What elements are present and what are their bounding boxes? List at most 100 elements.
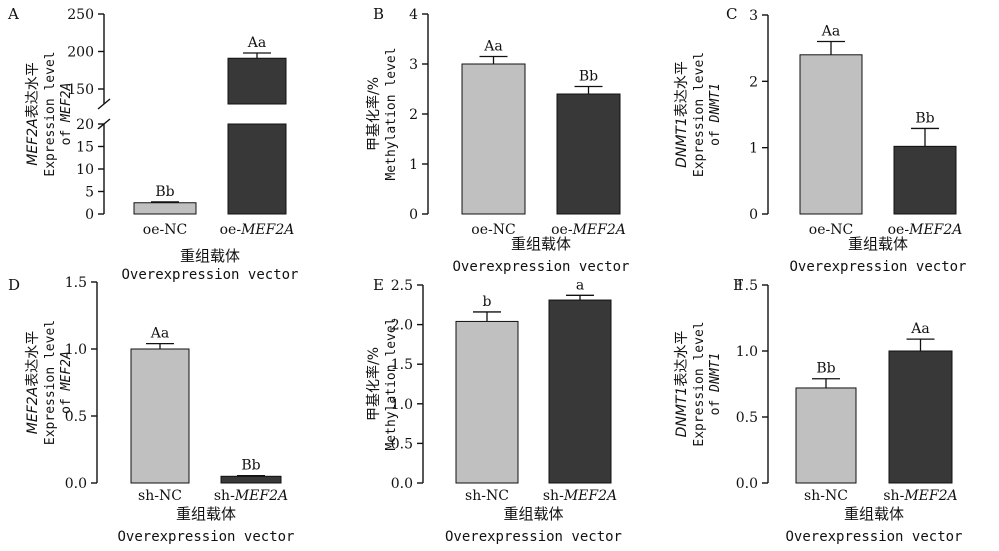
significance-label-1: Bb — [155, 184, 174, 200]
y-axis-label-of-text: of — [708, 122, 723, 145]
bar-1 — [799, 54, 863, 215]
x-tick-prefix: oe- — [551, 222, 573, 238]
significance-label-2: a — [576, 277, 584, 293]
x-axis-label-en: Overexpression vector — [445, 529, 622, 545]
y-axis-label-cn-text: 表达水平 — [674, 331, 690, 387]
x-tick-name: MEF2A — [563, 488, 617, 504]
x-tick-prefix: sh- — [883, 488, 904, 504]
x-tick-name: NC — [830, 222, 853, 238]
y-tick-label: 2.0 — [391, 318, 413, 334]
y-tick-label: 1.0 — [736, 344, 758, 360]
x-axis-label-en: Overexpression vector — [452, 259, 629, 275]
panel-letter: C — [726, 5, 737, 23]
x-axis-label-cn: 重组载体 — [503, 505, 563, 523]
x-tick-name: MEF2A — [908, 222, 962, 238]
y-tick-label: 0 — [409, 207, 418, 223]
panel-letter: A — [7, 5, 19, 23]
bar-1 — [133, 202, 197, 215]
y-axis-label-gene-italic: MEF2A — [59, 83, 74, 123]
x-tick-name: NC — [486, 488, 509, 504]
y-axis-label-cn: 甲基化率/% — [365, 77, 382, 151]
x-tick-label-1: oe-NC — [471, 222, 515, 238]
y-axis-label-cn-text: 表达水平 — [25, 62, 41, 118]
x-axis-label-cn: 重组载体 — [844, 505, 904, 523]
significance-label-2: Aa — [247, 35, 266, 51]
y-tick-label: 0.5 — [391, 436, 413, 452]
significance-label-2: Bb — [241, 458, 260, 474]
y-tick-label: 20 — [76, 117, 94, 133]
y-tick-label: 2 — [409, 107, 418, 123]
x-axis-label-cn: 重组载体 — [511, 235, 571, 253]
y-axis-label-gene-italic: DNMT1 — [708, 353, 723, 393]
x-tick-label-1: sh-NC — [804, 488, 848, 504]
y-tick-label: 5 — [85, 185, 94, 201]
y-axis-label-en-of: of DNMT1 — [708, 83, 723, 146]
y-tick-label: 2.5 — [391, 278, 413, 294]
y-axis-label-en: Expression level — [692, 52, 707, 177]
y-axis-label-cn-text: 表达水平 — [674, 61, 690, 117]
x-tick-name: MEF2A — [572, 222, 626, 238]
bar-2-lower — [227, 123, 287, 215]
x-tick-prefix: oe- — [888, 222, 910, 238]
x-tick-label-2: oe-MEF2A — [888, 222, 963, 238]
x-tick-prefix: sh- — [804, 488, 825, 504]
x-axis-label-en: Overexpression vector — [789, 259, 966, 275]
significance-label-2: Aa — [910, 321, 929, 337]
x-tick-name: MEF2A — [234, 488, 288, 504]
x-tick-name: NC — [159, 488, 182, 504]
significance-label-1: Aa — [483, 39, 502, 55]
y-axis-label-gene-italic: MEF2A — [59, 351, 74, 391]
x-tick-label-2: sh-MEF2A — [883, 488, 957, 504]
y-tick-label: 1.0 — [391, 397, 413, 413]
panel-letter: F — [733, 276, 743, 294]
y-axis-label-cn: DNMT1表达水平 — [674, 331, 690, 438]
y-tick-label: 0.5 — [65, 409, 87, 425]
y-tick-label: 1.5 — [391, 357, 413, 373]
y-axis-label-en: Methylation level — [384, 47, 399, 180]
y-tick-label: 1 — [409, 157, 418, 173]
significance-label-1: Bb — [816, 361, 835, 377]
panel-letter: D — [8, 276, 20, 294]
y-tick-label: 0.0 — [391, 476, 413, 492]
bar-1 — [130, 348, 190, 484]
bar-1 — [461, 63, 526, 215]
y-tick-label: 0.0 — [65, 476, 87, 492]
x-axis-label-en: Overexpression vector — [785, 529, 962, 545]
y-tick-label: 200 — [67, 45, 94, 61]
x-tick-label-2: sh-MEF2A — [214, 488, 288, 504]
y-axis-label-cn: DNMT1表达水平 — [674, 61, 690, 168]
bar-2 — [893, 145, 957, 215]
x-tick-label-1: sh-NC — [138, 488, 182, 504]
y-axis-label-cn: MEF2A表达水平 — [25, 331, 41, 434]
x-axis-label-cn: 重组载体 — [176, 505, 236, 523]
x-tick-name: NC — [825, 488, 848, 504]
y-axis-label-gene: DNMT1 — [674, 387, 690, 438]
x-axis-label-cn: 重组载体 — [848, 235, 908, 253]
y-tick-label: 2 — [749, 74, 758, 90]
y-tick-label: 3 — [749, 8, 758, 24]
x-tick-prefix: oe- — [143, 222, 165, 238]
x-tick-label-2: oe-MEF2A — [220, 222, 295, 238]
y-tick-label: 1.0 — [65, 342, 87, 358]
x-tick-name: NC — [164, 222, 187, 238]
y-axis-label-en-of: of MEF2A — [59, 351, 74, 414]
y-axis-label-en: Expression level — [43, 320, 58, 445]
y-axis-label-en-of: of DNMT1 — [708, 353, 723, 416]
x-tick-name: MEF2A — [903, 488, 957, 504]
y-tick-label: 3 — [409, 57, 418, 73]
y-tick-label: 0 — [85, 207, 94, 223]
y-axis-label-cn: 甲基化率/% — [365, 347, 382, 421]
y-tick-label: 10 — [76, 162, 94, 178]
y-axis-label-en-of: of MEF2A — [59, 83, 74, 146]
y-axis-label-en: Methylation level — [384, 317, 399, 450]
x-tick-prefix: sh- — [214, 488, 235, 504]
bar-2 — [220, 475, 282, 484]
x-tick-label-1: sh-NC — [465, 488, 509, 504]
panel-e: E 0.0 0.5 1.0 1.5 2.0 2.5 b a 甲基化率/% Methylation l… — [365, 276, 622, 545]
y-axis-label-gene: MEF2A — [25, 387, 41, 434]
y-axis-label-en: Expression level — [692, 321, 707, 446]
x-tick-prefix: sh- — [138, 488, 159, 504]
y-axis-label-of-text: of — [59, 122, 74, 145]
